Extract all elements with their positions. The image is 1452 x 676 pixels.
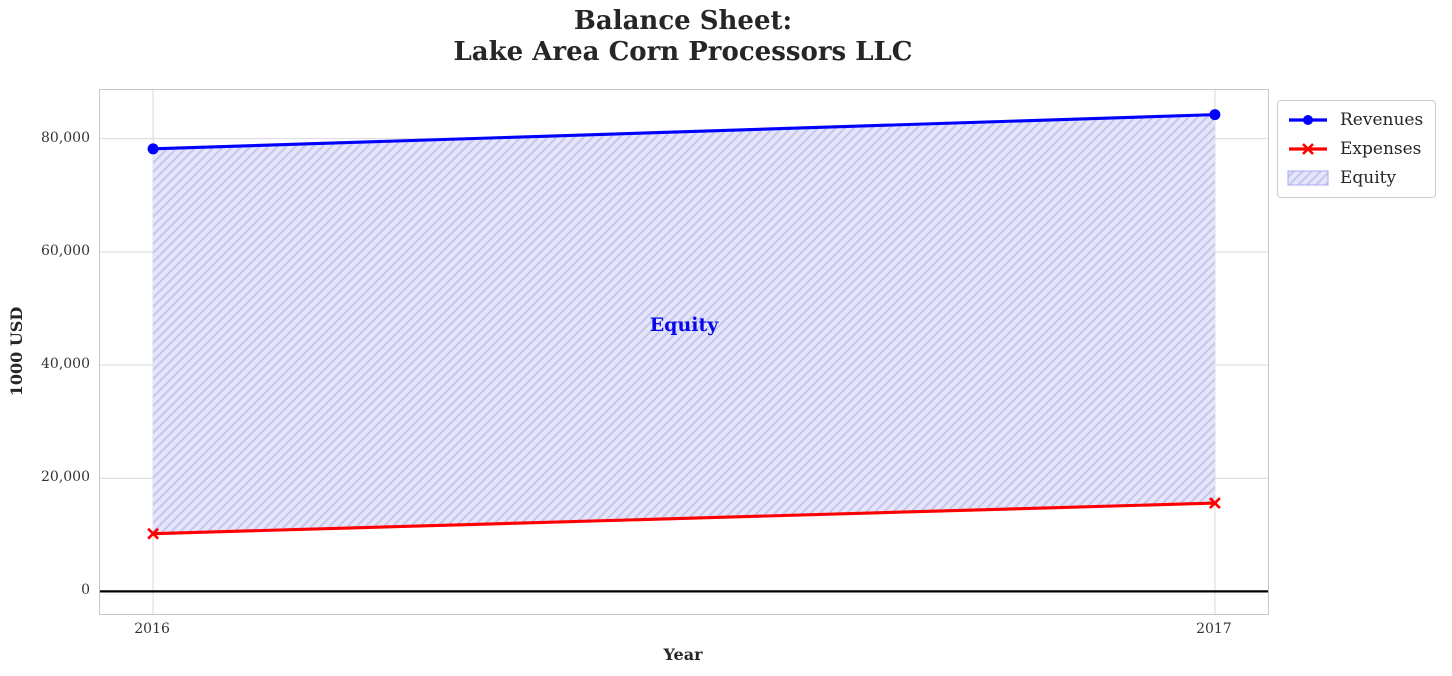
expenses-line xyxy=(153,501,1215,536)
equity-patch-icon xyxy=(1287,170,1329,186)
x-axis-label: Year xyxy=(663,645,703,664)
plot-canvas xyxy=(100,90,1268,614)
expenses-marker xyxy=(1208,497,1221,510)
revenues-marker xyxy=(147,143,159,155)
legend-item-revenues: Revenues xyxy=(1287,107,1423,133)
equity-annotation: Equity xyxy=(649,314,719,337)
legend-item-equity: Equity xyxy=(1287,165,1423,191)
legend-label-expenses: Expenses xyxy=(1340,139,1422,159)
revenues-line-icon xyxy=(1289,115,1327,125)
x-tick-label: 2017 xyxy=(1196,621,1232,637)
expenses-line-icon xyxy=(1289,143,1327,155)
revenues-marker xyxy=(1209,109,1221,121)
legend-item-expenses: Expenses xyxy=(1287,136,1423,162)
equity-area xyxy=(153,114,1215,534)
chart-title-line2: Lake Area Corn Processors LLC xyxy=(453,37,913,67)
expenses-marker xyxy=(147,527,160,540)
chart-title-line1: Balance Sheet: xyxy=(573,6,793,36)
legend-label-revenues: Revenues xyxy=(1340,110,1424,130)
legend-label-equity: Equity xyxy=(1340,168,1397,188)
chart-title: Balance Sheet: Lake Area Corn Processors… xyxy=(99,6,1267,68)
x-tick-label: 2016 xyxy=(134,621,170,637)
revenues-line xyxy=(153,113,1215,151)
plot-area: Equity xyxy=(99,89,1269,615)
y-axis-label: 1000 USD xyxy=(7,306,27,396)
y-axis-label-wrap: 1000 USD xyxy=(2,89,32,613)
legend: Revenues Expenses Equity xyxy=(1277,100,1437,198)
